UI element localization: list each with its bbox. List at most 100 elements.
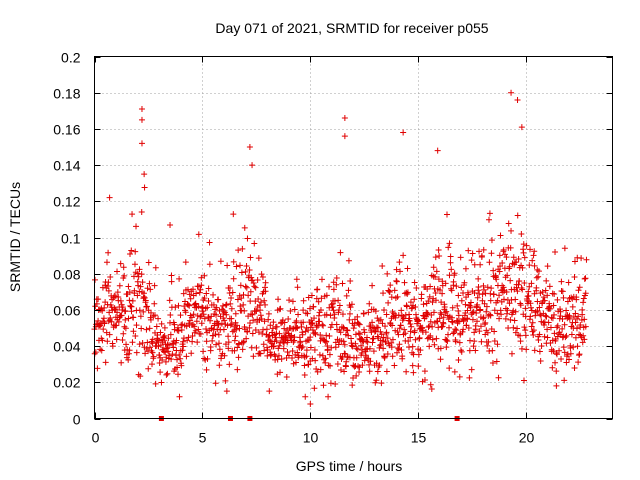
data-point [243, 262, 250, 269]
data-point [400, 252, 407, 259]
data-point [357, 331, 364, 338]
data-point [311, 315, 318, 322]
data-point [133, 349, 140, 356]
data-point [425, 297, 432, 304]
data-point [100, 326, 107, 333]
data-point [129, 297, 136, 304]
data-point [579, 339, 586, 346]
data-point [190, 311, 197, 318]
data-point [454, 302, 461, 309]
data-point [387, 282, 394, 289]
data-point [515, 256, 522, 263]
data-point [180, 290, 187, 297]
data-point [300, 307, 307, 314]
data-point [102, 359, 109, 366]
data-point [567, 344, 574, 351]
data-point [118, 312, 125, 319]
data-point [324, 346, 331, 353]
data-point [435, 246, 442, 253]
data-point [193, 318, 200, 325]
data-point [431, 341, 438, 348]
data-point [458, 348, 465, 355]
data-point [420, 301, 427, 308]
data-point [575, 359, 582, 366]
data-point [496, 315, 503, 322]
data-point [395, 346, 402, 353]
data-point [174, 364, 181, 371]
data-point [341, 368, 348, 375]
data-point [471, 329, 478, 336]
data-point [446, 365, 453, 372]
data-point [287, 308, 294, 315]
data-point [216, 346, 223, 353]
data-point [99, 337, 106, 344]
data-point [459, 328, 466, 335]
data-point [352, 340, 359, 347]
data-point [457, 254, 464, 261]
data-point [250, 353, 257, 360]
data-point [98, 347, 105, 354]
data-point [126, 289, 133, 296]
data-point [551, 330, 558, 337]
data-point [339, 280, 346, 287]
data-point [414, 318, 421, 325]
data-point [213, 311, 220, 318]
data-point [553, 382, 560, 389]
data-point [157, 329, 164, 336]
data-point [484, 329, 491, 336]
data-point [409, 343, 416, 350]
data-point [197, 330, 204, 337]
data-point [476, 328, 483, 335]
data-point [474, 301, 481, 308]
x-tick-label: 5 [199, 430, 207, 446]
data-point [255, 255, 262, 262]
data-point [230, 275, 237, 282]
data-point [312, 357, 319, 364]
data-point [478, 252, 485, 259]
data-point [374, 315, 381, 322]
data-point [424, 311, 431, 318]
data-point [403, 368, 410, 375]
data-point [521, 377, 528, 384]
data-point [149, 349, 156, 356]
data-point [527, 246, 534, 253]
data-point [317, 331, 324, 338]
data-point [168, 272, 175, 279]
data-point [249, 162, 256, 169]
data-point [379, 262, 386, 269]
data-point [255, 329, 262, 336]
data-point [314, 368, 321, 375]
data-point [281, 319, 288, 326]
data-point [216, 362, 223, 369]
data-point [225, 345, 232, 352]
data-point [536, 331, 543, 338]
data-point [460, 326, 467, 333]
data-point [133, 322, 140, 329]
data-point [130, 328, 137, 335]
data-point [176, 351, 183, 358]
data-point [235, 354, 242, 361]
data-point [369, 282, 376, 289]
data-point [563, 332, 570, 339]
data-point [117, 297, 124, 304]
data-point [466, 347, 473, 354]
data-point [472, 347, 479, 354]
data-point [559, 288, 566, 295]
data-point [491, 307, 498, 314]
data-point [327, 312, 334, 319]
data-point [394, 345, 401, 352]
data-point [544, 292, 551, 299]
data-point [215, 340, 222, 347]
data-point [489, 359, 496, 366]
data-point [407, 334, 414, 341]
data-point [283, 374, 290, 381]
data-point [432, 289, 439, 296]
data-point [140, 290, 147, 297]
data-point [343, 292, 350, 299]
data-point [416, 334, 423, 341]
data-point [405, 338, 412, 345]
data-point [398, 347, 405, 354]
data-point [428, 386, 435, 393]
data-point [222, 377, 229, 384]
data-point [415, 351, 422, 358]
